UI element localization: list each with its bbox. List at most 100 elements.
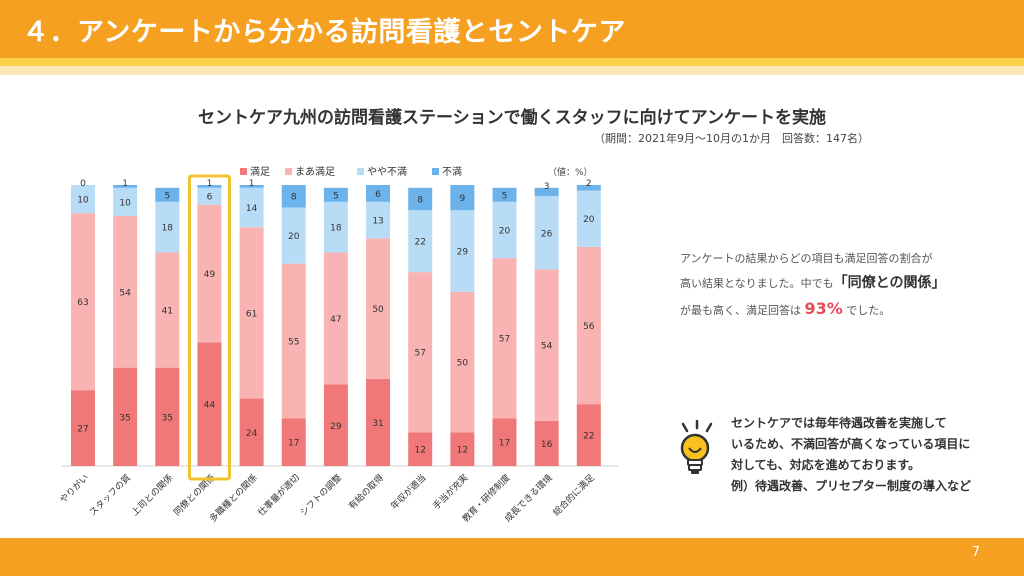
data-label: 57 [499,335,510,345]
category-label: やりがい [57,472,91,506]
note-percentage: 93% [804,299,843,318]
data-label: 2 [586,179,592,189]
bar-segment [534,196,559,270]
bar-segment [197,185,222,188]
category-label: スタッフの質 [87,472,134,519]
data-label: 54 [119,288,131,298]
category-label: 仕事量が適切 [255,472,302,519]
data-label: 8 [291,193,297,203]
page-title: ４．アンケートから分かる訪問看護とセントケア [22,17,626,48]
bar-segment [71,185,95,214]
data-label: 18 [162,224,174,234]
data-label: 17 [288,439,299,449]
data-label: 13 [372,217,383,227]
footer-bar [0,538,1024,576]
bar-segment [366,201,391,239]
data-label: 20 [288,232,300,242]
bar-segment [197,187,222,205]
bar-segment [366,238,391,379]
data-label: 50 [372,305,384,315]
data-label: 35 [162,413,173,423]
data-label: 6 [207,193,213,203]
bar-segment [113,215,138,368]
data-label: 41 [162,307,173,317]
bar-segment [113,367,138,466]
data-label: 24 [246,429,258,439]
bar-segment [281,185,306,208]
bar-segment [155,367,180,466]
result-note: アンケートの結果からどの項目も満足回答の割合が 高い結果となりました。中でも「同… [680,246,1000,323]
lightbulb-icon [680,420,713,474]
bar-segment [155,187,180,202]
data-label: 1 [249,179,255,189]
data-label: 17 [499,439,510,449]
legend-label: 不満 [442,166,462,178]
note-line-3: が最も高く、満足回答は 93% でした。 [680,296,1000,323]
category-label: 有給の取得 [346,472,386,512]
data-label: 5 [502,191,508,201]
category-label: シフトの調整 [297,472,344,519]
bar-segment [71,213,95,391]
category-label: 年収が適当 [388,472,428,512]
bar-segment [323,252,348,385]
bar-segment [492,201,517,259]
tip-line-1: セントケアでは毎年待遇改善を実施して [731,416,947,430]
data-label: 6 [375,190,381,200]
bar-segment [239,398,264,466]
legend-swatch [432,168,439,175]
bar-segment [155,252,180,368]
bar-segment [155,201,180,253]
data-label: 12 [457,446,468,456]
data-label: 31 [372,419,383,429]
bar-segment [281,207,306,264]
bar-segment [239,227,264,399]
tip-text: セントケアでは毎年待遇改善を実施して いるため、不満回答が高くなっている項目に … [731,413,1011,497]
data-label: 20 [499,226,511,236]
data-label: 1 [122,179,128,189]
note-line-3-pre: が最も高く、満足回答は [680,304,801,317]
legend-label: 満足 [250,166,270,178]
bar-segment [239,187,264,228]
bar-segment [534,269,559,422]
data-label: 10 [119,198,131,208]
tip-line-2: いるため、不満回答が高くなっている項目に [731,437,971,451]
bar-segment [113,187,138,216]
data-label: 29 [457,248,469,258]
header-bar [0,0,1024,58]
chart-title: セントケア九州の訪問看護ステーションで働くスタッフに向けてアンケートを実施 [198,108,826,128]
data-label: 56 [583,322,595,332]
note-emphasis: 「同僚との関係」 [833,275,946,291]
data-label: 8 [417,196,423,206]
bar-segment [113,185,138,188]
data-label: 3 [544,182,550,192]
note-line-2-text: 高い結果となりました。中でも [680,277,834,290]
bar-segment [366,378,391,466]
data-label: 16 [541,440,553,450]
bar-segment [450,185,475,211]
note-line-2: 高い結果となりました。中でも「同僚との関係」 [680,271,1000,296]
header-stripe-light [0,66,1024,75]
bar-segment [408,187,433,211]
bar-segment [534,421,559,466]
data-label: 22 [414,238,425,248]
bar-segment [492,187,517,202]
legend-swatch [357,168,364,175]
data-label: 5 [164,191,170,201]
tip-line-4: 例）待遇改善、プリセプター制度の導入など [731,479,972,493]
data-label: 5 [333,191,339,201]
unit-label: （値：%） [548,166,593,178]
data-label: 20 [583,215,595,225]
bar-segment [492,258,517,419]
category-label: 上司との関係 [130,472,176,518]
note-line-1: アンケートの結果からどの項目も満足回答の割合が [680,252,933,265]
bar-segment [450,432,475,466]
bar-segment [281,263,306,419]
bar-segment [576,185,601,191]
data-label: 12 [414,446,425,456]
header-stripe [0,58,1024,66]
data-label: 54 [541,342,553,352]
bar-segment [197,342,222,466]
data-label: 63 [77,298,88,308]
data-label: 9 [459,194,465,204]
